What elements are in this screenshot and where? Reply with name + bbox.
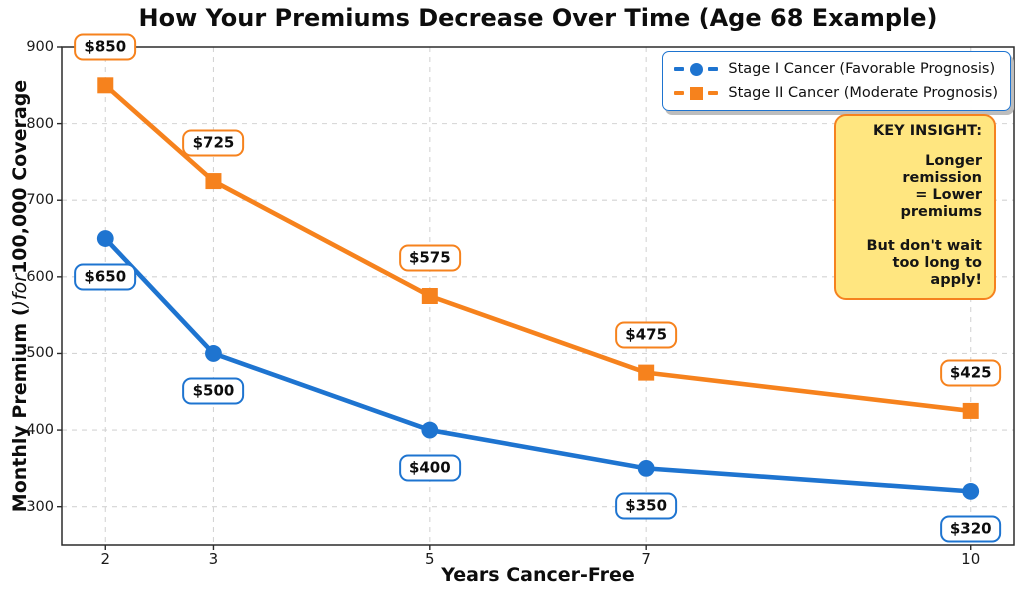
data-point-marker [421,421,439,439]
data-point-marker [637,459,655,477]
legend-label-stage1: Stage I Cancer (Favorable Prognosis) [728,61,996,77]
chart-title: How Your Premiums Decrease Over Time (Ag… [138,4,938,32]
data-point-marker [205,345,222,362]
key-insight-box: KEY INSIGHT: Longer remission = Lower pr… [834,114,996,300]
x-axis-label: Years Cancer-Free [441,564,635,586]
data-point-marker [205,173,222,190]
legend-item-stage1: Stage I Cancer (Favorable Prognosis) [674,57,998,81]
legend-square-marker-icon [674,86,719,100]
data-point-marker [96,230,114,247]
legend-circle-marker-icon [674,62,719,76]
axes-frame [61,46,1015,546]
key-insight-text: Longer remission = Lower premiums But do… [866,153,982,288]
square-marker-icon [689,86,703,100]
data-point-marker [97,77,114,94]
data-point-marker [638,364,655,381]
data-point-marker [421,288,438,304]
data-point-marker [962,402,979,419]
legend-dash-icon [708,91,719,95]
legend-label-stage2: Stage II Cancer (Moderate Prognosis) [728,85,998,101]
circle-marker-icon [689,62,703,76]
legend-dash-icon [674,67,685,71]
data-point-marker [962,482,980,500]
legend-dash-icon [708,67,719,71]
legend: Stage I Cancer (Favorable Prognosis) Sta… [662,51,1011,111]
legend-dash-icon [674,91,685,95]
legend-item-stage2: Stage II Cancer (Moderate Prognosis) [674,81,998,105]
key-insight-title: KEY INSIGHT: [873,123,982,139]
